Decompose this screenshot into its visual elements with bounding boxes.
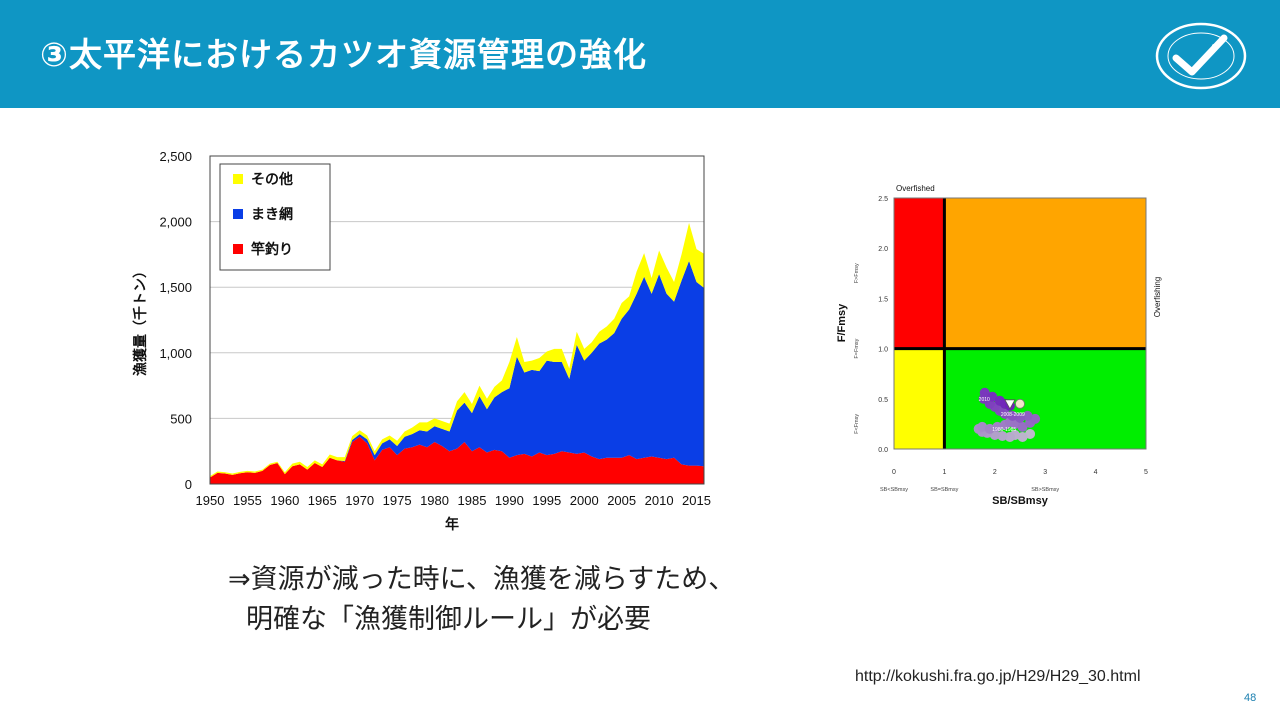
kobe-right-label: Overfishing [1153,277,1162,317]
page-number: 48 [1244,692,1257,704]
x-tick-label: 1955 [233,493,262,508]
kobe-left-label: F>Fmsy [854,263,860,283]
latest-triangle [1004,399,1016,410]
kobe-y-tick: 1.5 [878,296,888,303]
y-tick-label: 2,000 [159,215,192,230]
y-tick-label: 500 [170,411,192,426]
kobe-x-tick: 4 [1094,469,1098,476]
trajectory-point [1030,413,1041,424]
slide-title: ③太平洋におけるカツオ資源管理の強化 [40,35,647,74]
area-series-0 [210,436,704,484]
legend-swatch [233,244,243,254]
y-tick-label: 0 [185,477,192,492]
kobe-axis-ticks: 0 1 2 3 4 5 0.0 0.5 1.0 1.5 2.0 2.5 SB<SBmsy SB=SBmsy… [854,196,1148,493]
y-axis-label: 漁獲量（千トン） [132,264,148,376]
x-tick-label: 1950 [196,493,225,508]
catch-area-chart: 0 500 1,000 1,500 2,000 2,500 1950 1955 1960 196… [132,149,711,532]
legend-label: 竿釣り [250,241,293,257]
legend-label: まき網 [251,206,293,222]
y-tick-label: 1,500 [159,280,192,295]
trajectory-point [997,430,1008,441]
legend-swatch [233,209,243,219]
area-series-1 [210,260,704,478]
kobe-bottom-label: SB<SBmsy [880,487,908,493]
kobe-x-tick: 2 [993,469,997,476]
kobe-left-label: F=Fmsy [854,338,860,358]
trajectory-point [1007,410,1018,421]
trajectory-point [1015,412,1025,423]
x-tick-label: 2010 [645,493,674,508]
conclusion-line-1: ⇒資源が減った時に、漁獲を減らすため、 [228,564,736,595]
trajectory-point [979,387,990,398]
x-tick-label: 1990 [495,493,524,508]
y-axis-ticks: 0 500 1,000 1,500 2,000 2,500 [159,149,192,492]
x-tick-label: 1975 [383,493,412,508]
kobe-y-tick: 0.5 [878,397,888,404]
kobe-bottom-label: SB=SBmsy [930,487,958,493]
x-tick-label: 1985 [458,493,487,508]
trajectory-point [987,391,998,402]
x-axis-ticks: 1950 1955 1960 1965 1970 1975 1980 1985 1990 1995… [196,493,711,508]
plot-frame [209,155,705,485]
source-link[interactable]: http://kokushi.fra.go.jp/H29/H29_30.html [855,668,1141,685]
x-tick-label: 1970 [345,493,374,508]
chart-areas [210,222,704,484]
trajectory-point [1022,410,1033,421]
y-tick-label: 1,000 [159,346,192,361]
kobe-x-tick: 3 [1043,469,1047,476]
kobe-frame [893,197,1147,450]
trajectory-point [1017,431,1028,442]
kobe-y-tick: 1.0 [878,347,888,354]
trajectory-point [977,421,988,432]
kobe-x-tick: 1 [942,469,946,476]
highlight-point [1015,398,1025,409]
x-tick-label: 2005 [607,493,636,508]
trajectory-year-label: 2008-2009 [1001,412,1025,418]
trajectory-point [1025,428,1036,439]
trajectory-year-label: 2010 [979,397,990,403]
kobe-y-tick: 0.0 [878,447,888,454]
msc-logo-icon [1155,22,1247,90]
kobe-x-label: SB/SBmsy [992,495,1049,507]
trajectory-point [1004,431,1015,442]
kobe-x-tick: 5 [1144,469,1148,476]
kobe-quadrants [893,197,1147,450]
conclusion-line-2: 明確な「漁獲制御ルール」が必要 [246,604,651,635]
conclusion-text: ⇒資源が減った時に、漁獲を減らすため、 明確な「漁獲制御ルール」が必要 [228,560,735,640]
trajectory-point [984,423,995,434]
header-bar: ③太平洋におけるカツオ資源管理の強化 [0,0,1280,108]
x-tick-label: 1995 [532,493,561,508]
kobe-x-tick: 0 [892,469,896,476]
quadrant-overfishing [944,198,1146,349]
trajectory-point [992,421,1003,432]
legend-swatch [233,174,243,184]
y-tick-label: 2,500 [159,149,192,164]
kobe-trajectory: 2010 2008-2009 1980-1985 [973,387,1041,442]
kobe-bottom-label: SB>SBmsy [1031,487,1059,493]
x-tick-label: 1980 [420,493,449,508]
x-tick-label: 1960 [270,493,299,508]
quadrant-overfished [894,348,945,449]
kobe-left-label: F<Fmsy [854,414,860,434]
quadrant-overfished-overfishing [894,198,945,349]
trajectory-point [1017,421,1028,432]
x-tick-label: 2015 [682,493,711,508]
quadrant-healthy [944,348,1146,449]
kobe-plot: 2010 2008-2009 1980-1985 0 1 2 3 4 5 0.0 0.5 1.0 1.… [836,184,1162,507]
x-tick-label: 1965 [308,493,337,508]
x-axis-label: 年 [445,516,459,532]
kobe-y-tick: 2.0 [878,246,888,253]
x-tick-label: 2000 [570,493,599,508]
legend-label: その他 [251,171,293,187]
trajectory-year-label: 1980-1985 [992,427,1016,433]
kobe-y-label: F/Fmsy [836,303,848,342]
kobe-title: Overfished [896,184,935,193]
kobe-y-tick: 2.5 [878,196,888,203]
